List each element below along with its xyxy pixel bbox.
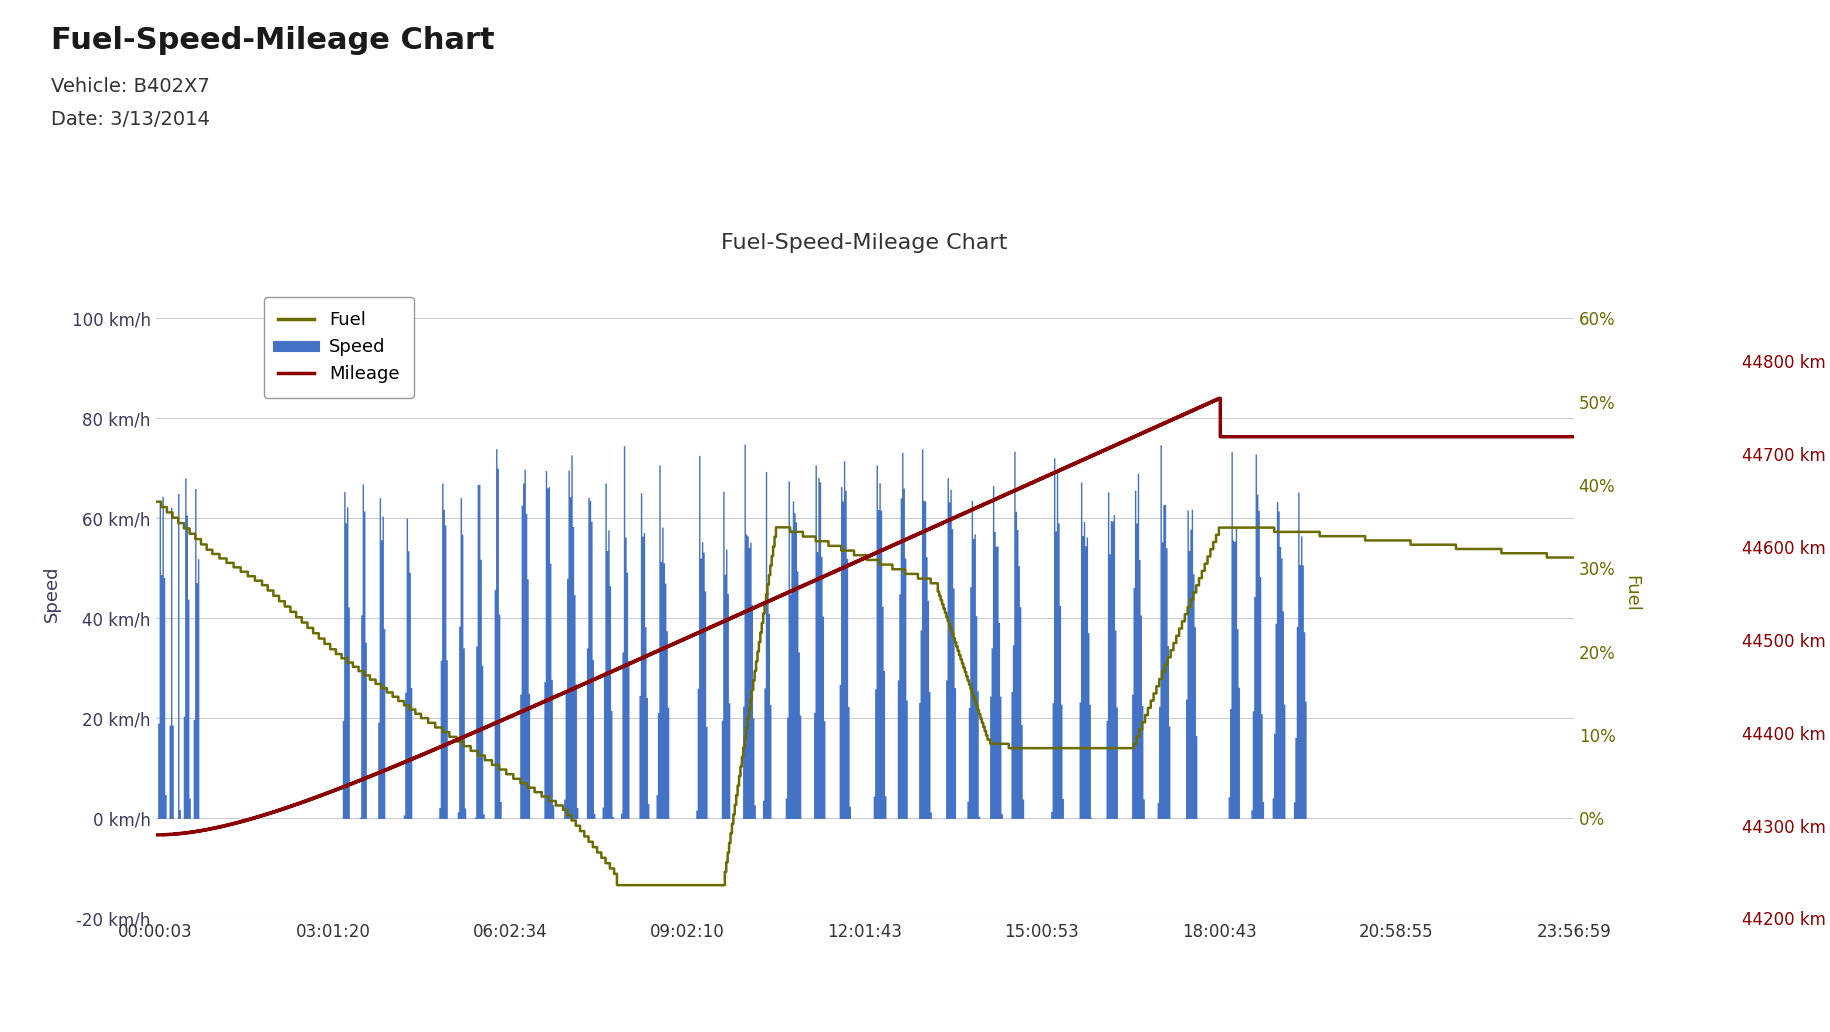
Title: Fuel-Speed-Mileage Chart: Fuel-Speed-Mileage Chart [721,233,1008,253]
Y-axis label: Fuel: Fuel [1623,575,1640,612]
Text: Fuel-Speed-Mileage Chart: Fuel-Speed-Mileage Chart [51,26,494,55]
Text: Vehicle: B402X7: Vehicle: B402X7 [51,77,210,96]
Legend: Fuel, Speed, Mileage: Fuel, Speed, Mileage [264,297,414,397]
Y-axis label: Speed: Speed [42,566,60,621]
Text: Date: 3/13/2014: Date: 3/13/2014 [51,110,210,129]
